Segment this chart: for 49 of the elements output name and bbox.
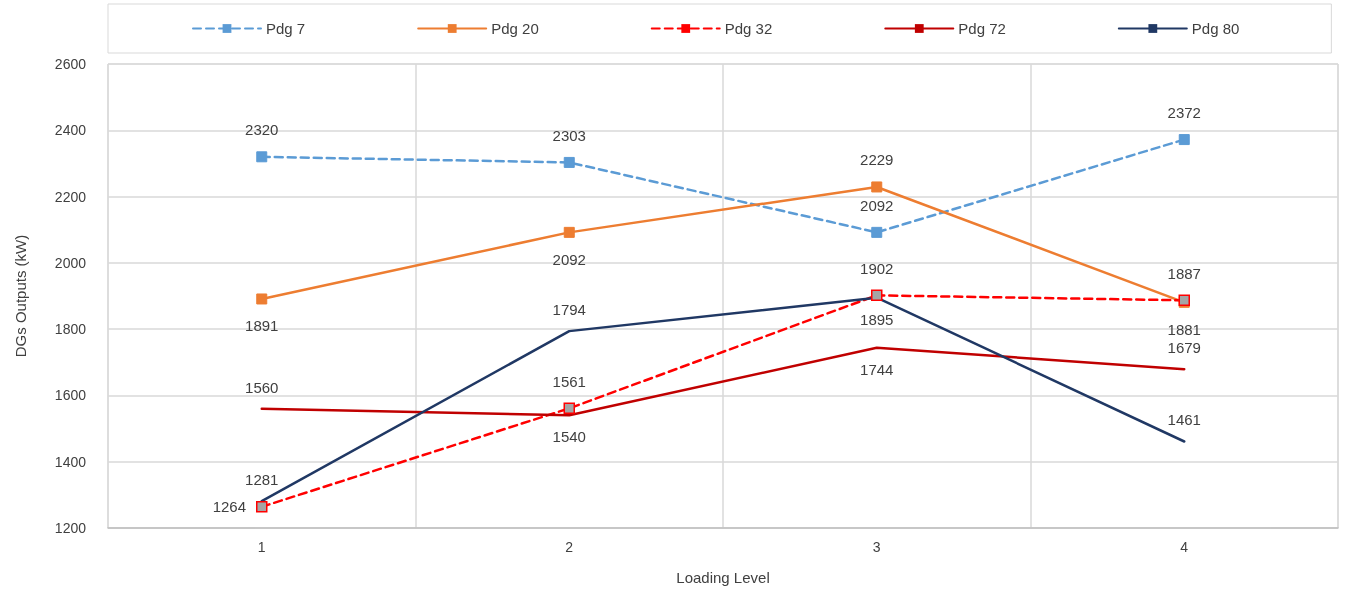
point	[871, 289, 883, 302]
legend-label: Pdg 7	[266, 20, 306, 37]
legend-label: Pdg 80	[1191, 20, 1240, 37]
y-tick-label: 2000	[54, 254, 87, 271]
y-tick-label: 1400	[54, 453, 87, 470]
legend-label: Pdg 32	[724, 20, 773, 37]
data-label: 2092	[552, 250, 586, 268]
x-tick-label: 3	[872, 539, 881, 555]
y-tick-label: 2400	[54, 122, 87, 139]
y-tick-label: 2200	[54, 188, 87, 205]
x-tick-label: 4	[1180, 539, 1189, 555]
data-label: 1461	[1167, 411, 1201, 429]
data-label: 1540	[552, 428, 586, 446]
data-label: 1679	[1167, 339, 1201, 357]
data-label: 1561	[552, 372, 586, 390]
point	[1178, 134, 1190, 146]
y-tick-label: 1200	[54, 520, 87, 536]
point	[871, 226, 883, 238]
data-label: 2372	[1167, 104, 1201, 122]
point	[563, 402, 575, 415]
data-label: 1744	[860, 360, 894, 378]
point	[256, 151, 268, 163]
point	[256, 501, 268, 513]
y-tick-label: 1600	[54, 387, 87, 404]
x-tick-label: 1	[257, 539, 266, 555]
y-axis-title: DGs Outputs (kW)	[12, 234, 29, 358]
data-label: 2303	[552, 126, 586, 144]
y-tick-label: 2600	[54, 56, 87, 72]
data-label: 1902	[860, 259, 894, 277]
data-label: 1794	[552, 301, 586, 319]
point	[563, 226, 575, 238]
data-label: 1891	[245, 317, 279, 335]
data-label: 1881	[1167, 320, 1201, 338]
data-label: 1281	[245, 471, 279, 489]
data-label: 1560	[245, 378, 279, 396]
data-label: 1895	[860, 310, 894, 328]
point	[256, 293, 268, 305]
data-label: 1887	[1167, 264, 1201, 282]
data-label: 1264	[212, 498, 246, 516]
data-label: 2092	[860, 196, 894, 214]
legend-label: Pdg 20	[491, 20, 539, 37]
point	[871, 181, 883, 193]
data-label: 2320	[245, 121, 279, 139]
data-label: 2229	[860, 151, 894, 169]
y-tick-label: 1800	[54, 321, 87, 338]
point	[563, 156, 575, 168]
x-tick-label: 2	[565, 539, 574, 555]
legend-label: Pdg 72	[958, 20, 1006, 37]
x-axis-title: Loading Level	[676, 569, 770, 586]
